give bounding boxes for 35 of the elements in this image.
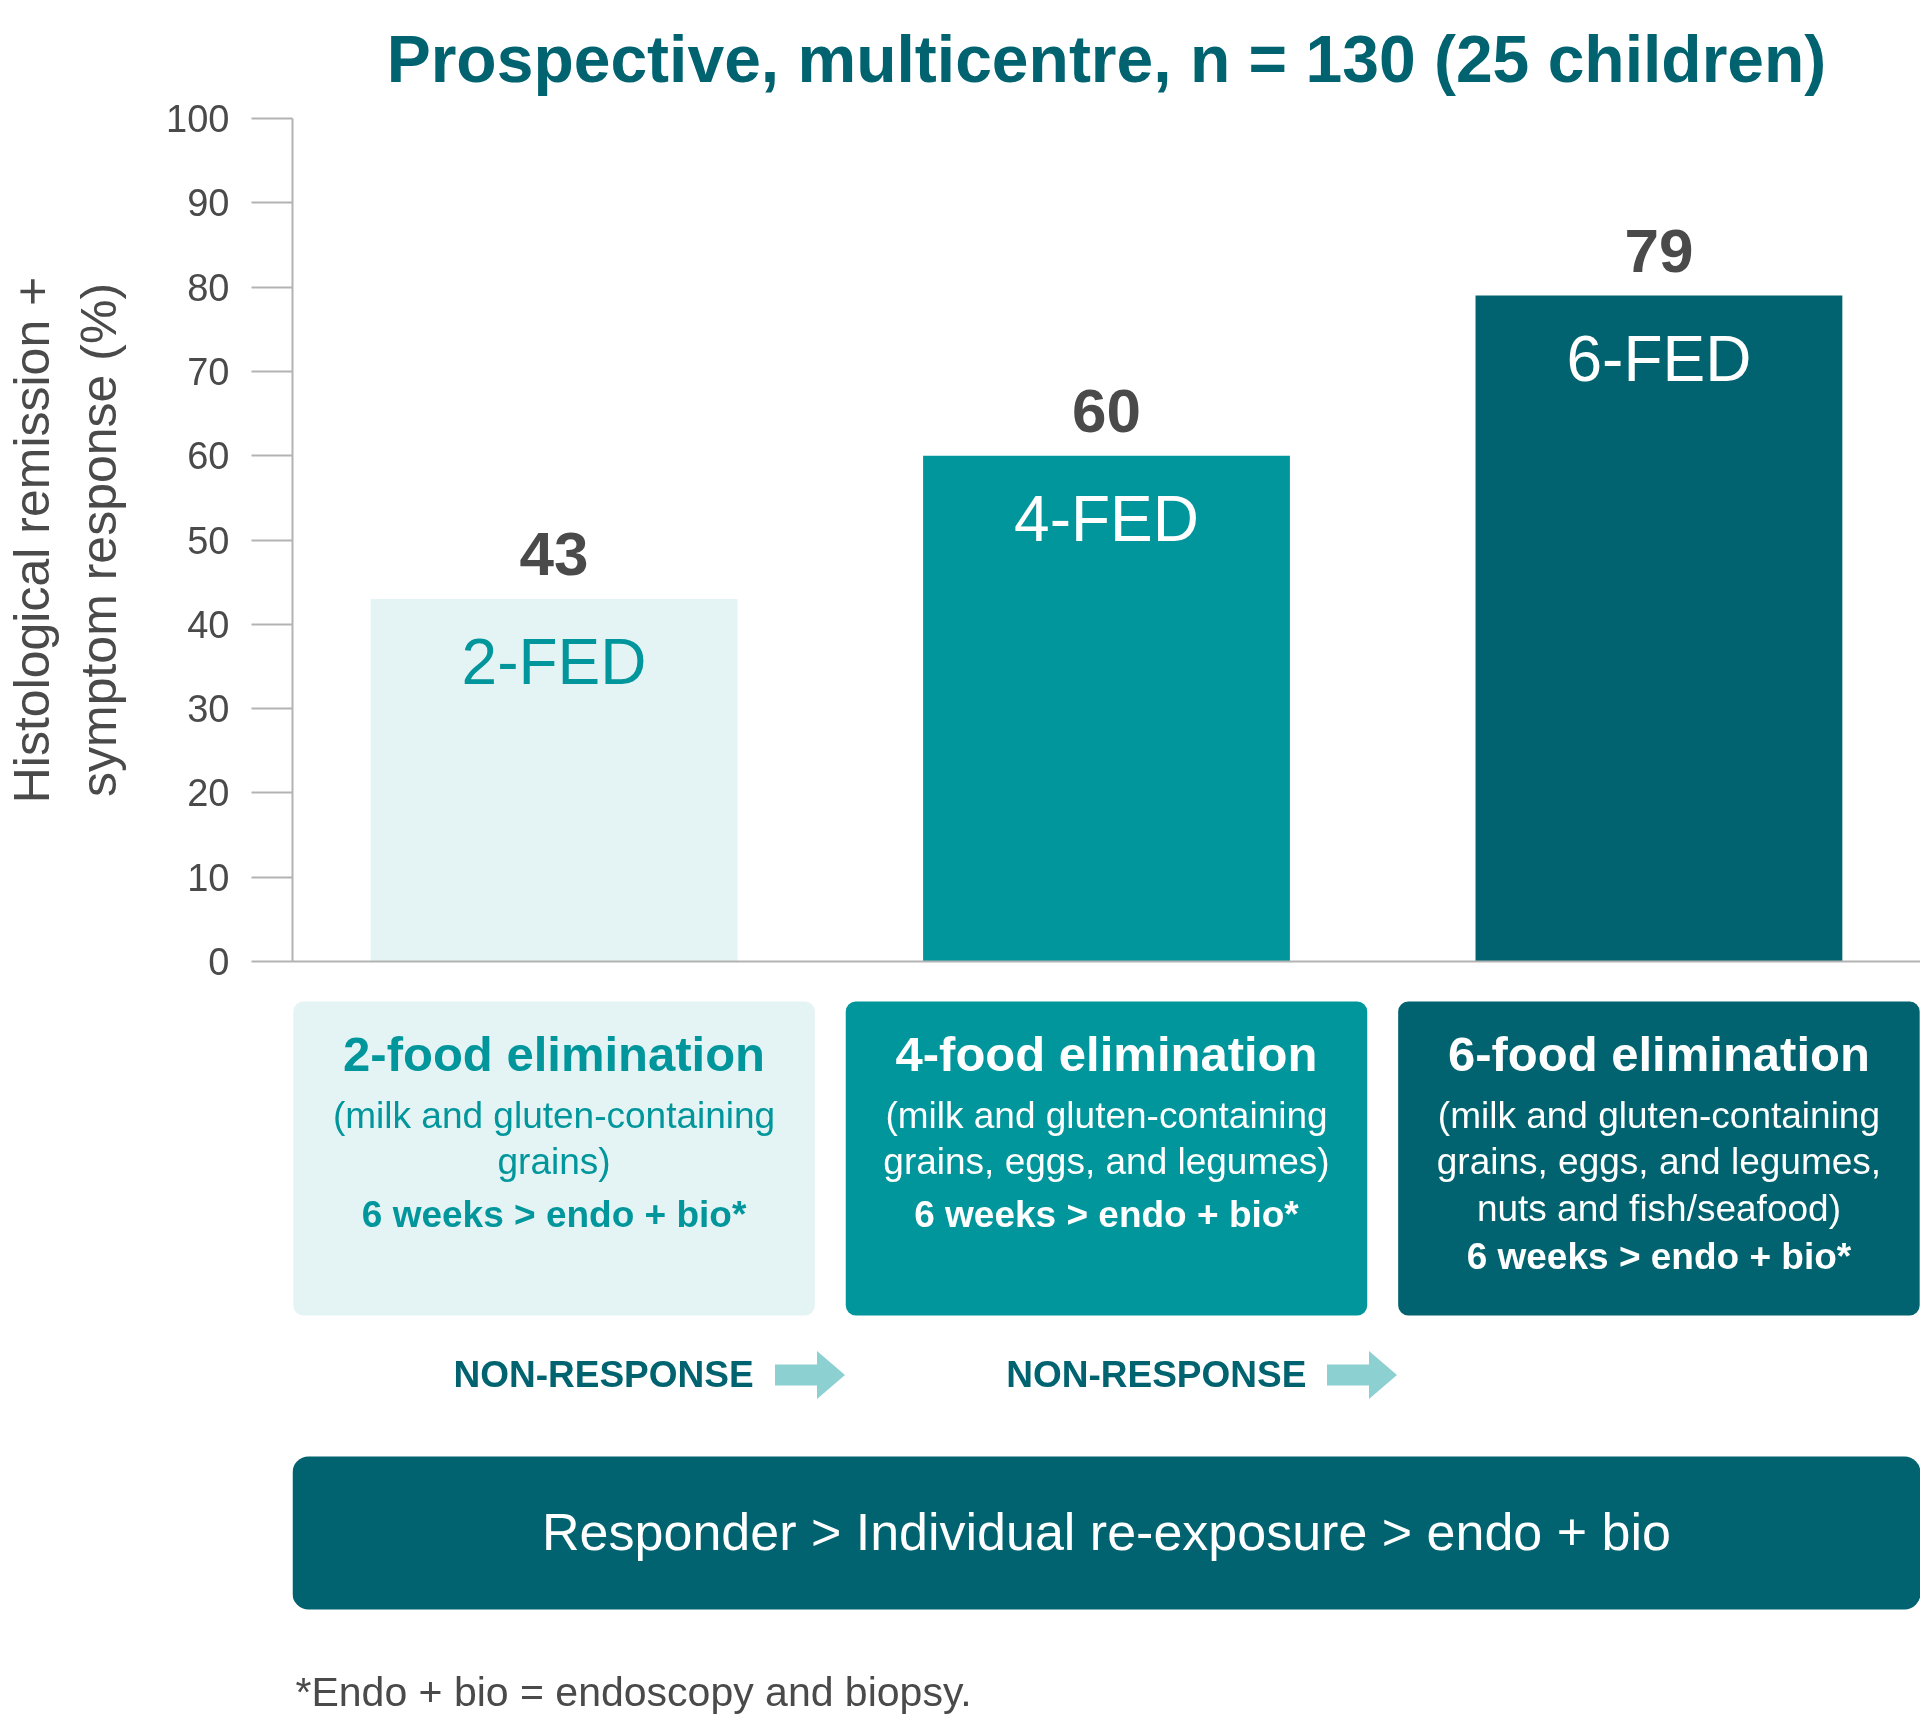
y-tick-label: 70 (187, 350, 230, 393)
chart-title: Prospective, multicentre, n = 130 (25 children) (386, 21, 1827, 96)
bar (1475, 295, 1843, 962)
text: 6-food elimination (1447, 1026, 1870, 1081)
bar (923, 455, 1290, 962)
y-tick-label: 50 (187, 519, 230, 562)
text: 6 weeks > endo + bio* (1466, 1236, 1852, 1277)
y-axis-title: Histological remission + symptom response (%) (3, 276, 128, 804)
x-tick-label: 6-FED (1566, 322, 1752, 395)
text: (milk and gluten-containing grains, eggs, and legumes, nuts and fish/seafood) (1436, 1094, 1882, 1229)
x-tick-label: 4-FED (1014, 482, 1199, 555)
bar (370, 599, 738, 962)
data-label: 60 (1072, 375, 1141, 445)
data-label: 43 (519, 519, 589, 589)
text: (milk and gluten-containing grains) (332, 1094, 776, 1183)
text: NON-RESPONSE (453, 1353, 754, 1397)
text: 6 weeks > endo + bio* (914, 1194, 1300, 1235)
y-tick-label: 10 (187, 856, 230, 899)
text: 6 weeks > endo + bio* (361, 1194, 747, 1235)
text: 2-food elimination (343, 1026, 766, 1081)
text: Responder > Individual re-exposure > endo + bio (542, 1502, 1671, 1561)
text: 4-food elimination (895, 1026, 1318, 1081)
y-tick-label: 60 (187, 435, 230, 478)
y-tick-label: 90 (187, 182, 230, 225)
text: NON-RESPONSE (1006, 1353, 1307, 1397)
y-tick-label: 20 (187, 772, 230, 815)
y-tick-label: 0 (208, 941, 230, 983)
y-tick-label: 80 (187, 266, 230, 309)
y-tick-label: 100 (166, 98, 230, 140)
text: (milk and gluten-containing grains, eggs, and legumes) (883, 1094, 1330, 1183)
y-tick-label: 40 (187, 603, 230, 646)
x-tick-label: 2-FED (461, 626, 647, 699)
y-tick-label: 30 (187, 688, 230, 731)
data-label: 79 (1624, 215, 1694, 285)
text: *Endo + bio = endoscopy and biopsy. (295, 1668, 972, 1715)
